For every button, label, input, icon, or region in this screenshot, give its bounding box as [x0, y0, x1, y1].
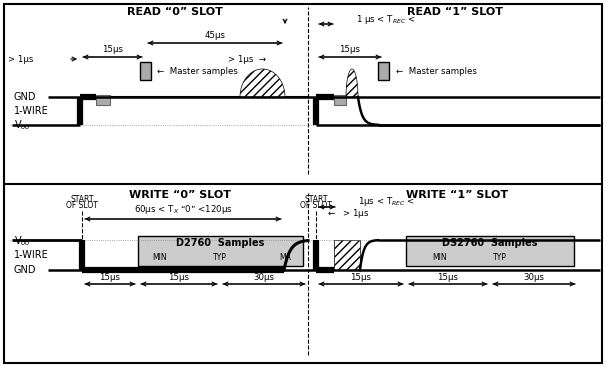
Text: MA: MA [279, 252, 291, 262]
Text: 15μs: 15μs [102, 46, 123, 55]
Text: 1 μs < T$_{REC}$ <: 1 μs < T$_{REC}$ < [356, 12, 416, 25]
Text: GND: GND [14, 265, 36, 275]
Polygon shape [240, 69, 285, 97]
Text: V$_{oo}$: V$_{oo}$ [14, 234, 31, 248]
Text: GND: GND [14, 92, 36, 102]
Text: V$_{oo}$: V$_{oo}$ [14, 118, 31, 132]
Bar [378, 62, 389, 80]
Text: MIN: MIN [433, 252, 447, 262]
Text: 15μs: 15μs [438, 273, 459, 281]
Polygon shape [334, 240, 360, 270]
Bar [334, 95, 346, 105]
Text: 15μs: 15μs [168, 273, 190, 281]
Text: WRITE “0” SLOT: WRITE “0” SLOT [129, 190, 231, 200]
Text: 1-WIRE: 1-WIRE [14, 250, 48, 260]
Text: MIN: MIN [153, 252, 167, 262]
Text: 30μs: 30μs [253, 273, 275, 281]
Polygon shape [346, 69, 358, 97]
Text: DS2760  Samples: DS2760 Samples [442, 238, 538, 248]
Text: ←  Master samples: ← Master samples [157, 66, 238, 76]
Text: 15μs: 15μs [350, 273, 371, 281]
Text: > 1μs: > 1μs [8, 55, 33, 63]
Text: 1-WIRE: 1-WIRE [14, 106, 48, 116]
Text: START: START [70, 196, 94, 204]
Text: 15μs: 15μs [339, 46, 361, 55]
Text: READ “1” SLOT: READ “1” SLOT [407, 7, 503, 17]
Text: 60μs < T$_X$ “0” <120μs: 60μs < T$_X$ “0” <120μs [134, 203, 232, 217]
Bar [140, 62, 151, 80]
Text: OF SLOT: OF SLOT [66, 201, 98, 211]
Text: $\leftarrow$  > 1μs: $\leftarrow$ > 1μs [326, 207, 369, 221]
Text: TYP: TYP [493, 252, 507, 262]
Text: 1μs < T$_{REC}$ <: 1μs < T$_{REC}$ < [358, 196, 415, 208]
Bar [96, 95, 110, 105]
Text: ←  Master samples: ← Master samples [396, 66, 477, 76]
Bar [138, 236, 303, 266]
Text: TYP: TYP [213, 252, 227, 262]
Text: READ “0” SLOT: READ “0” SLOT [127, 7, 223, 17]
Bar [406, 236, 574, 266]
Text: 30μs: 30μs [524, 273, 545, 281]
Text: D2760  Samples: D2760 Samples [176, 238, 264, 248]
Text: START: START [304, 196, 328, 204]
Text: 45μs: 45μs [204, 32, 225, 40]
Text: > 1μs  →: > 1μs → [228, 55, 266, 63]
Text: 15μs: 15μs [99, 273, 121, 281]
Text: OF SLOT: OF SLOT [300, 201, 332, 211]
Text: WRITE “1” SLOT: WRITE “1” SLOT [406, 190, 508, 200]
